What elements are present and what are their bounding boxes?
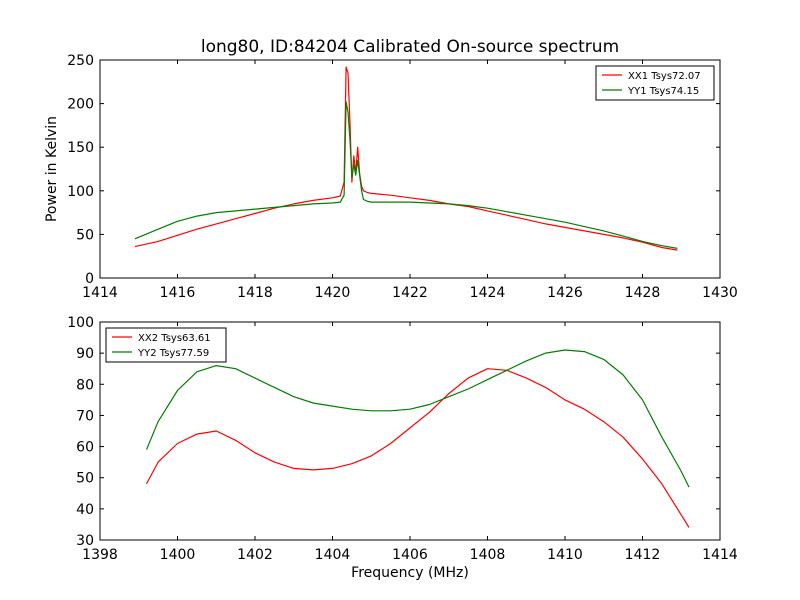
- chart-1-legend-label-1: XX1 Tsys72.07: [628, 71, 701, 82]
- chart-1-legend-box: [595, 65, 715, 101]
- chart-1-y-tick-label: 50: [76, 227, 94, 243]
- chart-2-x-tick-label: 1406: [392, 547, 428, 563]
- chart-2-y-tick-label: 80: [76, 377, 94, 393]
- chart-2-legend-label-1: XX2 Tsys63.61: [138, 333, 211, 344]
- chart-2-x-tick-label: 1408: [470, 547, 506, 563]
- chart-2-x-tick-label: 1410: [547, 547, 583, 563]
- chart-1-title: long80, ID:84204 Calibrated On-source sp…: [201, 37, 619, 57]
- chart-2-legend-box: [105, 327, 227, 363]
- chart-1-y-tick-label: 200: [67, 97, 94, 113]
- chart-1-x-tick-label: 1430: [702, 285, 738, 301]
- chart-1-x-tick-label: 1414: [82, 285, 118, 301]
- chart-1-y-tick-label: 150: [67, 140, 94, 156]
- chart-2-x-tick-label: 1400: [160, 547, 196, 563]
- chart-2-y-tick-label: 40: [76, 502, 94, 518]
- chart-2-y-tick-label: 100: [67, 315, 94, 331]
- chart-2-y-tick-label: 30: [76, 533, 94, 549]
- chart-1-x-tick-label: 1416: [160, 285, 196, 301]
- chart-2-y-tick-label: 70: [76, 408, 94, 424]
- chart-2-x-tick-label: 1412: [625, 547, 661, 563]
- chart-2-series-1-line: [145, 368, 690, 528]
- chart-2-series-2-line: [145, 349, 690, 488]
- chart-2-x-tick-label: 1402: [237, 547, 273, 563]
- chart-1-x-tick-label: 1422: [392, 285, 428, 301]
- chart-2-legend-label-2: YY2 Tsys77.59: [137, 348, 209, 359]
- chart-1-x-tick-label: 1424: [470, 285, 506, 301]
- chart-2-y-tick-label: 50: [76, 471, 94, 487]
- chart-1-y-tick-label: 250: [67, 53, 94, 69]
- chart-1-x-tick-label: 1426: [547, 285, 583, 301]
- chart-1-x-tick-label: 1428: [625, 285, 661, 301]
- chart-1-series-2-line: [134, 101, 678, 249]
- chart-2-x-tick-label: 1398: [82, 547, 118, 563]
- chart-1-y-tick-label: 100: [67, 184, 94, 200]
- chart-1-y-tick-label: 0: [85, 271, 94, 287]
- chart-2-y-tick-label: 60: [76, 440, 94, 456]
- chart-2-x-tick-label: 1414: [702, 547, 738, 563]
- chart-2-x-tick-label: 1404: [315, 547, 351, 563]
- chart-2-y-tick-label: 90: [76, 346, 94, 362]
- chart-2-x-axis-label: Frequency (MHz): [351, 565, 469, 581]
- chart-1-x-tick-label: 1418: [237, 285, 273, 301]
- chart-1-x-tick-label: 1420: [315, 285, 351, 301]
- chart-1-legend-label-2: YY1 Tsys74.15: [627, 86, 699, 97]
- chart-1-y-axis-label: Power in Kelvin: [44, 116, 60, 222]
